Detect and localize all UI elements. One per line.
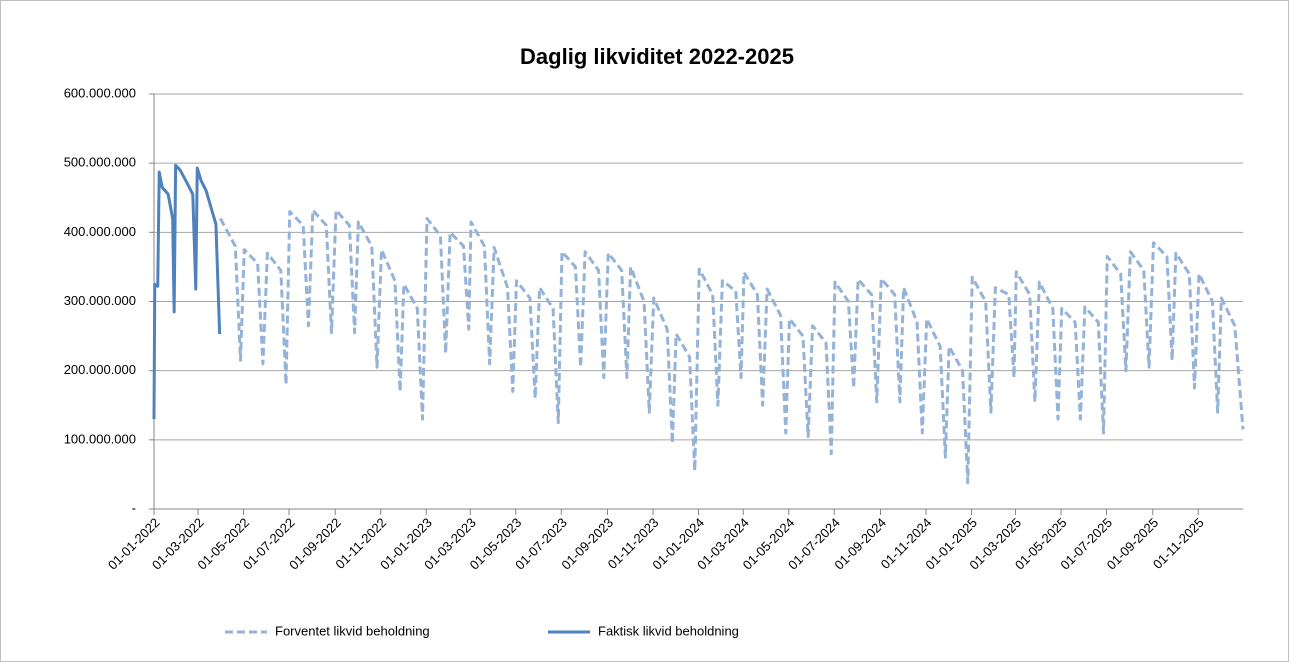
y-tick-label: 400.000.000 bbox=[64, 224, 136, 239]
chart-title: Daglig likviditet 2022-2025 bbox=[520, 44, 794, 69]
y-tick-label: - bbox=[132, 500, 136, 515]
line-series bbox=[219, 208, 1245, 485]
y-tick-label: 300.000.000 bbox=[64, 293, 136, 308]
y-tick-label: 500.000.000 bbox=[64, 155, 136, 170]
line-series bbox=[152, 163, 222, 420]
legend-label: Faktisk likvid beholdning bbox=[598, 623, 739, 638]
legend-label: Forventet likvid beholdning bbox=[275, 623, 430, 638]
y-tick-label: 100.000.000 bbox=[64, 431, 136, 446]
y-tick-label: 200.000.000 bbox=[64, 362, 136, 377]
y-tick-label: 600.000.000 bbox=[64, 85, 136, 100]
